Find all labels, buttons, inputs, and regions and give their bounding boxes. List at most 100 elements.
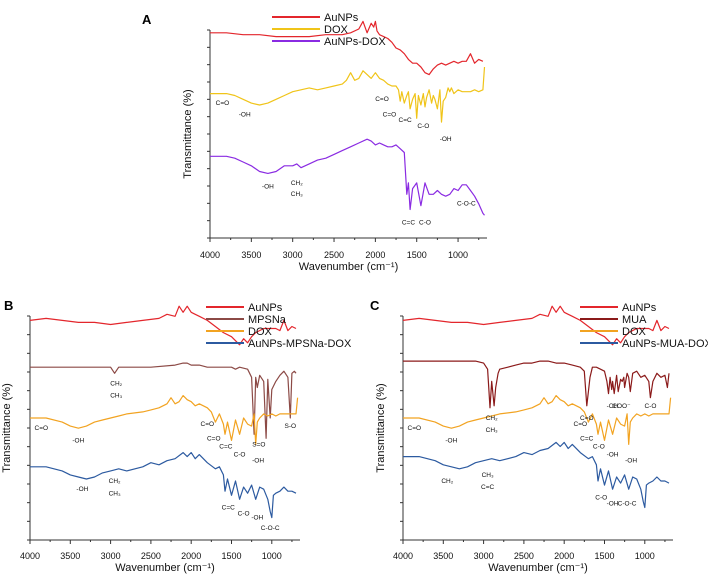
x-tick-label: 2000 [554, 551, 574, 561]
peak-annotation: C=C [219, 444, 232, 451]
peak-annotation: -OH [252, 458, 264, 465]
peak-annotation: C-O [419, 220, 431, 227]
peak-annotation: C=O [375, 96, 389, 103]
x-tick-label: 1000 [262, 551, 282, 561]
peak-annotation: CH₃ [109, 490, 121, 497]
y-axis-label: Transmittance (%) [375, 383, 387, 472]
peak-annotation: C-O [234, 452, 246, 459]
x-tick-label: 3500 [60, 551, 80, 561]
peak-annotation: C=O [207, 435, 221, 442]
series-line-dox [30, 395, 299, 445]
x-tick-label: 2000 [181, 551, 201, 561]
peak-annotation: -OH [251, 515, 263, 522]
x-tick-label: 1000 [448, 250, 468, 260]
series-line-aunps [402, 305, 670, 346]
peak-annotation: CH₂ [486, 415, 498, 422]
legend-label: AuNPs [622, 302, 657, 314]
peak-annotation: -OH [625, 458, 637, 465]
peak-annotation: CH₃ [486, 427, 498, 434]
series-line-aunps [29, 305, 297, 346]
panel-label: B [4, 298, 13, 313]
x-tick-label: 1500 [221, 551, 241, 561]
panel-label: C [370, 298, 380, 313]
peak-annotation: C=C [481, 484, 494, 491]
peak-annotation: C=O [574, 421, 588, 428]
peak-annotation: C=C [402, 220, 415, 227]
peak-annotation: S=O [252, 441, 265, 448]
x-tick-label: 3000 [101, 551, 121, 561]
x-tick-label: 4000 [393, 551, 413, 561]
x-tick-label: 2500 [514, 551, 534, 561]
peak-annotation: CH₃ [110, 393, 122, 400]
legend-label: AuNPs-MPSNa-DOX [248, 338, 352, 350]
legend-label: DOX [248, 326, 273, 338]
panel-b: B 4000 3500 3000 2500 2000 1500 1000 Wavenumber … [1, 298, 352, 574]
peak-annotation: CH₃ [291, 191, 303, 198]
y-axis-label: Transmittance (%) [1, 383, 13, 472]
peak-annotation: C-O-C [618, 500, 637, 507]
legend-label: AuNPs-MUA-DOX [622, 338, 708, 350]
peak-annotation: CH₂ [291, 180, 303, 187]
peak-annotation: S-O [285, 423, 297, 430]
peak-annotation: C=O [580, 415, 594, 422]
series-line-mua [403, 360, 670, 409]
x-tick-label: 2500 [324, 250, 344, 260]
series-line-mpsna [30, 362, 297, 439]
peak-annotation: -OH [262, 184, 274, 191]
x-tick-label: 3000 [283, 250, 303, 260]
x-tick-label: 2000 [365, 250, 385, 260]
series-line-dox [403, 395, 672, 445]
x-axis-label: Wavenumber (cm⁻¹) [299, 261, 399, 273]
panel-c: C 4000 3500 3000 2500 2000 1500 1000 Wavenumber … [370, 298, 708, 574]
peak-annotation: CH₂ [110, 380, 122, 387]
series-line-aunps-mua-dox [403, 441, 670, 509]
peak-annotation: C-O [595, 494, 607, 501]
legend-label: MUA [622, 314, 647, 326]
series-line-aunps-dox [210, 138, 485, 216]
peak-annotation: C=O [201, 421, 215, 428]
x-tick-label: 4000 [200, 250, 220, 260]
peak-annotation: COO⁻ [612, 403, 631, 410]
peak-annotation: C=O [35, 425, 49, 432]
legend-label: AuNPs [324, 12, 359, 24]
peak-annotation: -OH [607, 403, 619, 410]
legend-label: DOX [622, 326, 647, 338]
panel-a: A 4000 3500 3000 2500 2000 1500 1000 Wavenumber … [142, 12, 487, 273]
legend-label: DOX [324, 24, 349, 36]
peak-annotation: C=C [399, 117, 412, 124]
x-tick-label: 3500 [241, 250, 261, 260]
peak-annotation: C-O-C [261, 525, 280, 532]
series-line-dox [210, 66, 486, 123]
peak-annotation: -OH [440, 136, 452, 143]
x-tick-label: 1500 [407, 250, 427, 260]
legend-label: AuNPs [248, 302, 283, 314]
peak-annotation: C-O [644, 403, 656, 410]
peak-annotation: C-O [417, 123, 429, 130]
peak-annotation: C-O [593, 444, 605, 451]
peak-annotation: -OH [607, 452, 619, 459]
peak-annotation: C=O [383, 111, 397, 118]
peak-annotation: -OH [607, 500, 619, 507]
peak-annotation: C-O [238, 511, 250, 518]
peak-annotation: C=C [222, 505, 235, 512]
x-tick-label: 3000 [474, 551, 494, 561]
x-axis-label: Wavenumber (cm⁻¹) [115, 562, 215, 574]
legend-label: MPSNa [248, 314, 287, 326]
x-tick-label: 1000 [635, 551, 655, 561]
x-axis-label: Wavenumber (cm⁻¹) [488, 562, 588, 574]
series-line-aunps-mpsna-dox [30, 452, 297, 519]
x-tick-label: 4000 [20, 551, 40, 561]
x-tick-label: 3500 [433, 551, 453, 561]
peak-annotation: -OH [239, 111, 251, 118]
peak-annotation: CH₃ [482, 472, 494, 479]
peak-annotation: C=O [408, 425, 422, 432]
peak-annotation: CH₂ [441, 478, 453, 485]
peak-annotation: -OH [445, 437, 457, 444]
legend-label: AuNPs-DOX [324, 36, 386, 48]
panel-label: A [142, 12, 152, 27]
peak-annotation: C-O-C [457, 201, 476, 208]
